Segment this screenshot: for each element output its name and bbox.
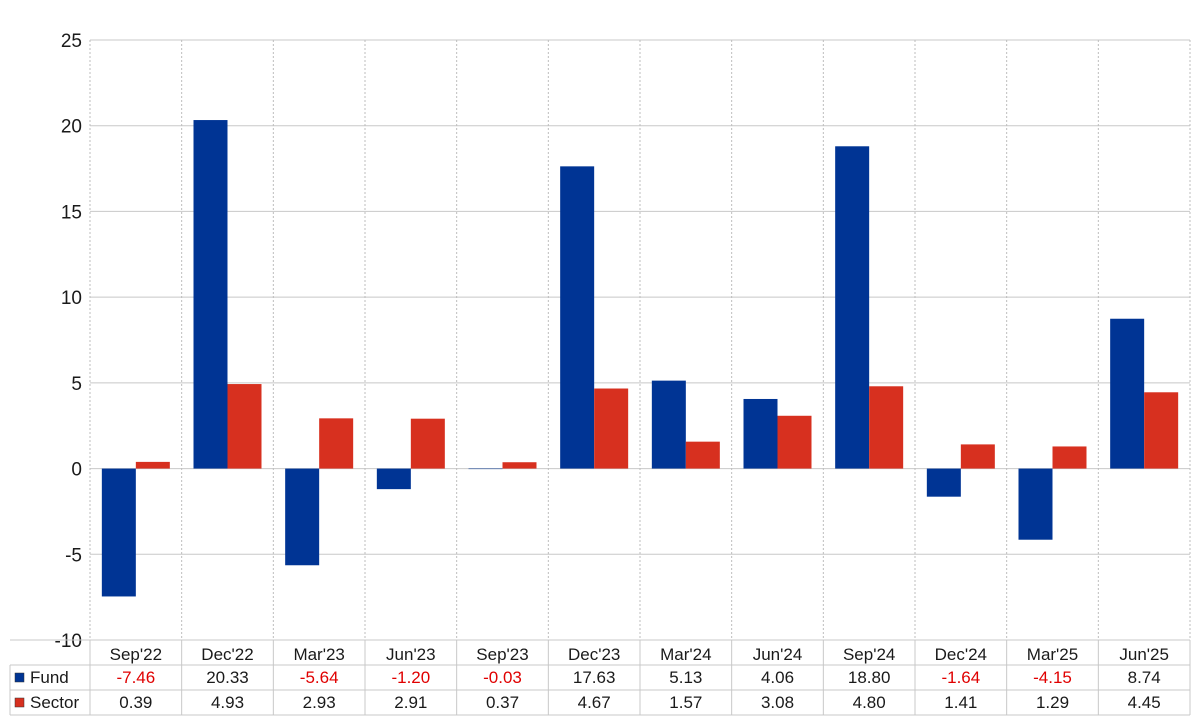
bar-fund (1110, 318, 1145, 469)
data-label-sector: 0.39 (119, 693, 152, 712)
bar-sector (227, 384, 262, 469)
bar-sector (777, 415, 812, 469)
y-tick-label: -10 (55, 631, 82, 652)
data-label-fund: -5.64 (300, 668, 339, 687)
bar-fund (285, 468, 320, 566)
x-tick-label: Sep'23 (476, 645, 528, 664)
data-label-fund: 20.33 (206, 668, 249, 687)
bar-fund (376, 468, 411, 490)
data-label-fund: 5.13 (669, 668, 702, 687)
data-label-sector: 4.93 (211, 693, 244, 712)
data-label-sector: 1.41 (944, 693, 977, 712)
data-label-fund: -7.46 (116, 668, 155, 687)
data-label-sector: 0.37 (486, 693, 519, 712)
y-tick-label: -5 (65, 545, 82, 566)
x-tick-label: Jun'25 (1119, 645, 1169, 664)
x-tick-label: Sep'24 (843, 645, 895, 664)
x-tick-label: Dec'22 (201, 645, 253, 664)
bar-fund (743, 398, 778, 469)
y-tick-label: 25 (61, 31, 82, 52)
data-label-fund: -0.03 (483, 668, 522, 687)
bar-sector (685, 441, 720, 469)
bar-sector (594, 388, 629, 469)
bar-sector (410, 418, 445, 469)
bar-fund (835, 146, 870, 469)
legend-swatch-fund (14, 672, 25, 683)
bar-fund (1018, 468, 1053, 540)
data-label-sector: 4.67 (578, 693, 611, 712)
y-tick-label: 20 (61, 117, 82, 138)
x-tick-label: Mar'23 (293, 645, 344, 664)
data-label-fund: -1.20 (391, 668, 430, 687)
bar-fund (468, 468, 503, 470)
x-tick-label: Mar'25 (1027, 645, 1078, 664)
y-tick-label: 0 (71, 460, 82, 481)
x-tick-label: Sep'22 (110, 645, 162, 664)
data-label-sector: 1.29 (1036, 693, 1069, 712)
legend-label-fund: Fund (30, 668, 69, 687)
bar-sector (1052, 446, 1087, 469)
x-tick-label: Jun'23 (386, 645, 436, 664)
data-label-fund: -4.15 (1033, 668, 1072, 687)
x-tick-label: Dec'24 (935, 645, 987, 664)
y-tick-label: 10 (61, 288, 82, 309)
bar-sector (502, 462, 537, 469)
y-tick-label: 5 (71, 374, 82, 395)
bar-fund (101, 468, 136, 597)
data-label-fund: 4.06 (761, 668, 794, 687)
data-label-fund: 8.74 (1128, 668, 1161, 687)
data-label-sector: 3.08 (761, 693, 794, 712)
data-label-sector: 1.57 (669, 693, 702, 712)
data-label-fund: 17.63 (573, 668, 616, 687)
bar-fund (193, 120, 228, 469)
bar-sector (135, 461, 170, 469)
x-tick-label: Mar'24 (660, 645, 711, 664)
x-tick-label: Jun'24 (753, 645, 803, 664)
data-label-sector: 4.80 (853, 693, 886, 712)
data-label-fund: 18.80 (848, 668, 891, 687)
bar-sector (960, 444, 995, 469)
bar-fund (651, 380, 686, 469)
data-label-sector: 4.45 (1128, 693, 1161, 712)
data-label-sector: 2.91 (394, 693, 427, 712)
bar-fund (560, 166, 595, 469)
bar-sector (319, 418, 354, 469)
y-tick-label: 15 (61, 202, 82, 223)
x-tick-label: Dec'23 (568, 645, 620, 664)
data-label-fund: -1.64 (941, 668, 980, 687)
bar-sector (1144, 392, 1179, 469)
bar-sector (869, 386, 904, 469)
bar-fund (926, 468, 961, 497)
legend-label-sector: Sector (30, 693, 79, 712)
legend-swatch-sector (14, 697, 25, 708)
data-label-sector: 2.93 (303, 693, 336, 712)
